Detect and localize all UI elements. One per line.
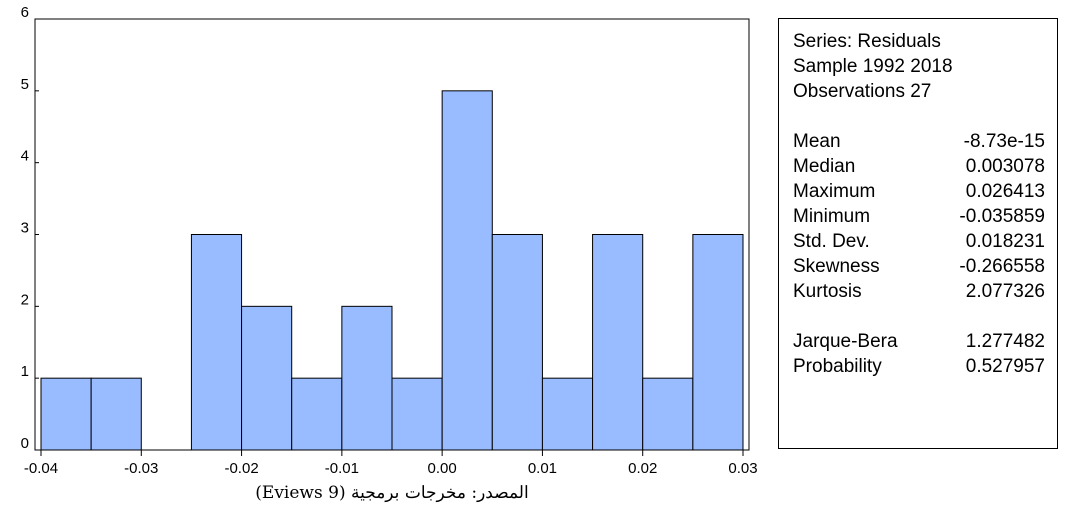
y-tick-label: 2 (21, 291, 29, 308)
stat-row: Kurtosis 2.077326 (793, 279, 1045, 304)
y-axis: 0 1 2 3 4 5 6 (21, 4, 39, 452)
y-tick-label: 3 (21, 220, 29, 237)
stat-row: Skewness -0.266558 (793, 254, 1045, 279)
histogram-bar (40, 377, 92, 451)
histogram-bar (241, 305, 293, 451)
histogram-bar (491, 234, 543, 451)
x-tick-label: -0.01 (325, 460, 359, 477)
test-row: Jarque-Bera 1.277482 (793, 329, 1045, 354)
x-tick-label: 0.01 (528, 460, 557, 477)
histogram-bar (592, 234, 644, 451)
x-axis: -0.04 -0.03 -0.02 -0.01 0.00 0.01 0.02 0.03 (24, 450, 758, 477)
stat-label: Skewness (793, 256, 880, 277)
stat-row: Maximum 0.026413 (793, 179, 1045, 204)
histogram-bar (341, 305, 393, 451)
test-label: Jarque-Bera (793, 331, 898, 352)
statistics-panel: Series: Residuals Sample 1992 2018 Obser… (778, 18, 1058, 449)
stat-value: -0.266558 (959, 256, 1045, 277)
y-tick-label: 5 (21, 76, 29, 93)
y-tick-label: 0 (21, 435, 29, 452)
stat-row: Std. Dev. 0.018231 (793, 229, 1045, 254)
histogram-bar (541, 377, 594, 451)
stat-label: Median (793, 156, 856, 177)
stat-value: 0.026413 (965, 181, 1045, 202)
stat-row: Minimum -0.035859 (793, 204, 1045, 229)
y-tick-label: 1 (21, 363, 29, 380)
series-name: Series: Residuals (793, 31, 941, 52)
stat-value: 0.003078 (965, 156, 1045, 177)
descriptive-stats: Mean -8.73e-15 Median 0.003078 Maximum 0.0264… (793, 129, 1045, 304)
stat-label: Maximum (793, 181, 876, 202)
histogram-bar (642, 377, 694, 451)
x-tick-label: 0.02 (628, 460, 657, 477)
histogram-bar (391, 377, 443, 451)
stat-label: Std. Dev. (793, 231, 870, 252)
normality-test: Jarque-Bera 1.277482 Probability 0.527957 (793, 329, 1045, 379)
histogram-bar (90, 377, 142, 451)
test-label: Probability (793, 356, 882, 377)
histogram-bar (190, 234, 243, 451)
source-caption: المصدر: مخرجات برمجية (Eviews 9) (255, 483, 529, 503)
stat-label: Kurtosis (793, 281, 862, 302)
stat-row: Median 0.003078 (793, 154, 1045, 179)
histogram-bar (692, 234, 744, 451)
x-tick-label: -0.03 (124, 460, 158, 477)
stat-value: 0.018231 (965, 231, 1045, 252)
stat-label: Minimum (793, 206, 871, 227)
stat-value: -8.73e-15 (963, 131, 1045, 152)
x-tick-label: -0.04 (24, 460, 58, 477)
x-tick-label: -0.02 (224, 460, 258, 477)
x-tick-label: 0.00 (428, 460, 457, 477)
observations-count: Observations 27 (793, 81, 932, 102)
test-value: 1.277482 (965, 331, 1045, 352)
stat-value: 2.077326 (965, 281, 1045, 302)
test-row: Probability 0.527957 (793, 354, 1045, 379)
sample-range: Sample 1992 2018 (793, 56, 953, 77)
stat-value: -0.035859 (959, 206, 1045, 227)
y-tick-label: 4 (21, 148, 29, 165)
test-value: 0.527957 (965, 356, 1045, 377)
x-tick-label: 0.03 (728, 460, 757, 477)
histogram-bar (441, 90, 493, 451)
stat-label: Mean (793, 131, 841, 152)
histogram-bar (291, 377, 343, 451)
bars (40, 90, 744, 451)
stat-row: Mean -8.73e-15 (793, 129, 1045, 154)
y-tick-label: 6 (21, 4, 29, 21)
histogram-chart: 0 1 2 3 4 5 6 -0.04 -0.03 -0.02 -0.01 0.00 0.01 0.02… (21, 4, 758, 477)
